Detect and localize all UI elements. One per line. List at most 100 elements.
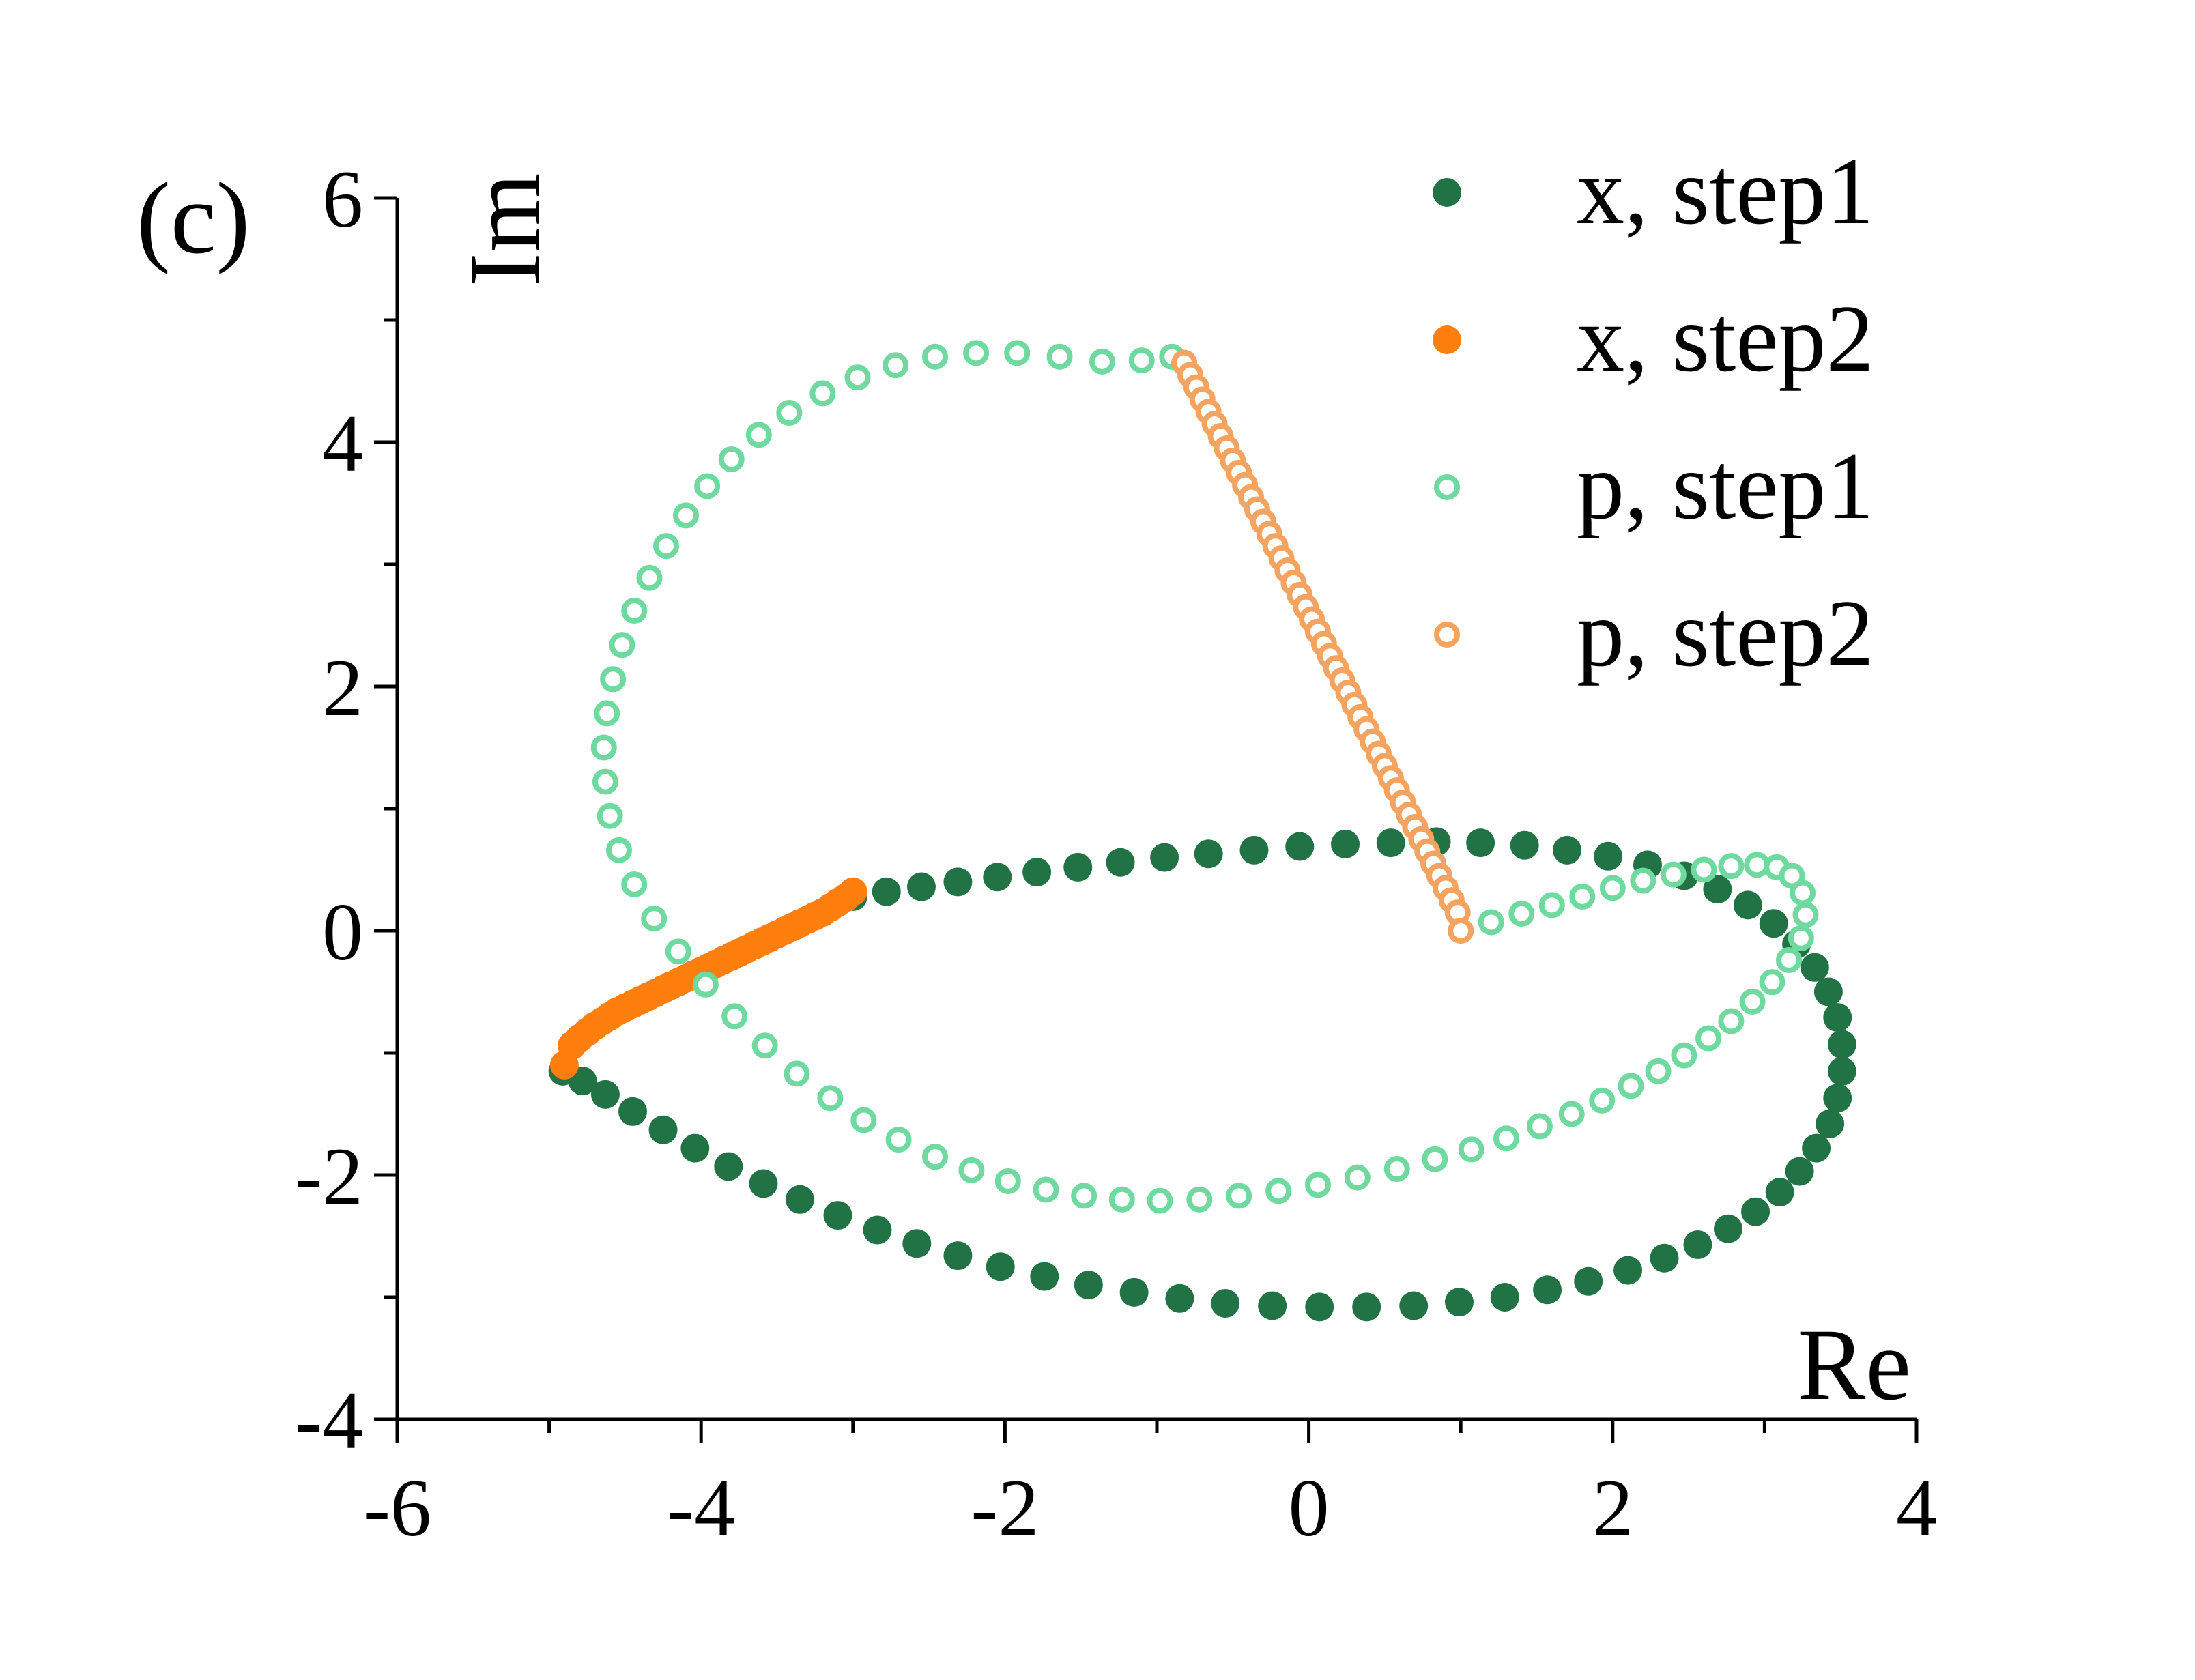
- data-point: [672, 502, 699, 529]
- data-point: [1331, 829, 1360, 858]
- legend-label: x, step2: [1577, 286, 1874, 392]
- data-point: [883, 352, 909, 379]
- data-point: [1285, 832, 1315, 861]
- data-point: [605, 837, 632, 863]
- data-point: [1493, 1125, 1519, 1152]
- data-point: [1128, 347, 1155, 374]
- data-point: [1713, 1214, 1742, 1243]
- data-point: [1599, 875, 1626, 901]
- data-point: [1165, 1284, 1194, 1313]
- data-point: [986, 1252, 1015, 1281]
- data-point: [1718, 853, 1745, 880]
- data-point: [1033, 1176, 1059, 1203]
- data-point: [1765, 1178, 1794, 1207]
- y-tick-label: 4: [322, 398, 363, 489]
- data-point: [590, 734, 617, 761]
- data-point: [1739, 988, 1766, 1015]
- data-point: [609, 632, 635, 658]
- data-point: [1265, 1178, 1292, 1204]
- data-point: [1022, 858, 1052, 887]
- data-point: [1490, 1283, 1519, 1312]
- legend-marker: [1434, 474, 1460, 500]
- data-point: [1510, 830, 1539, 860]
- data-point: [1660, 861, 1687, 888]
- data-point: [1759, 969, 1785, 996]
- data-point: [1508, 900, 1535, 927]
- data-point: [1613, 1256, 1643, 1285]
- data-point: [850, 1107, 877, 1133]
- data-point: [1759, 909, 1788, 938]
- data-point: [885, 1127, 912, 1153]
- data-point: [902, 1229, 932, 1258]
- legend-marker: [1433, 325, 1461, 354]
- data-point: [1558, 1101, 1585, 1127]
- data-point: [1683, 1230, 1712, 1260]
- data-point: [1553, 835, 1582, 865]
- data-point: [1258, 1291, 1287, 1320]
- data-point: [994, 1168, 1021, 1194]
- data-point: [1816, 1109, 1845, 1138]
- data-point: [1458, 1136, 1484, 1163]
- y-tick-label: 0: [322, 886, 363, 977]
- data-point: [597, 802, 623, 829]
- data-point: [1790, 880, 1816, 906]
- y-tick-label: 6: [322, 154, 363, 244]
- data-point: [943, 867, 973, 897]
- data-point: [785, 1185, 814, 1214]
- x-tick-label: 2: [1592, 1462, 1633, 1553]
- y-tick-label: 2: [322, 642, 363, 733]
- data-point: [1448, 918, 1474, 944]
- data-point: [1106, 848, 1135, 877]
- panel-label: (c): [137, 162, 250, 275]
- data-point: [1211, 1288, 1240, 1318]
- data-point: [1119, 1277, 1149, 1307]
- series-3: [1171, 349, 1474, 944]
- data-point: [1827, 1030, 1856, 1059]
- series-0: [548, 827, 1856, 1322]
- data-point: [1108, 1186, 1135, 1213]
- data-point: [1352, 1292, 1381, 1322]
- data-point: [1004, 340, 1031, 366]
- data-point: [1478, 909, 1504, 936]
- data-point: [1645, 1058, 1672, 1084]
- data-point: [1376, 828, 1405, 858]
- data-point: [1650, 1243, 1679, 1273]
- data-point: [1305, 1292, 1334, 1322]
- x-tick-label: -2: [971, 1462, 1039, 1553]
- data-point: [872, 877, 901, 906]
- data-point: [1792, 901, 1819, 928]
- data-point: [1526, 1113, 1553, 1140]
- data-point: [1444, 1288, 1474, 1317]
- data-point: [1630, 867, 1656, 894]
- data-point: [592, 768, 618, 795]
- data-point: [641, 906, 668, 932]
- data-point: [549, 1050, 579, 1080]
- data-point: [1150, 843, 1179, 872]
- data-point: [636, 564, 663, 591]
- data-point: [963, 340, 990, 366]
- data-point: [1695, 1025, 1722, 1052]
- y-axis-label: Im: [448, 173, 562, 287]
- data-point: [784, 1060, 810, 1087]
- data-point: [1703, 875, 1732, 904]
- data-point: [600, 666, 627, 693]
- data-point: [745, 422, 772, 448]
- data-point: [1776, 946, 1803, 973]
- data-point: [1383, 1156, 1410, 1183]
- data-point: [1823, 1003, 1852, 1032]
- legend-marker: [1433, 178, 1461, 207]
- data-point: [1569, 883, 1596, 910]
- data-point: [1594, 841, 1623, 871]
- data-point: [1399, 1291, 1429, 1320]
- data-point: [958, 1157, 985, 1183]
- data-point: [922, 343, 949, 370]
- data-point: [1046, 343, 1073, 370]
- legend-label: p, step2: [1577, 581, 1874, 686]
- data-point: [694, 473, 721, 499]
- x-tick-label: -6: [363, 1462, 431, 1553]
- data-point: [823, 1201, 852, 1230]
- data-point: [1089, 348, 1115, 375]
- data-point: [1147, 1187, 1173, 1214]
- data-point: [1071, 1183, 1098, 1209]
